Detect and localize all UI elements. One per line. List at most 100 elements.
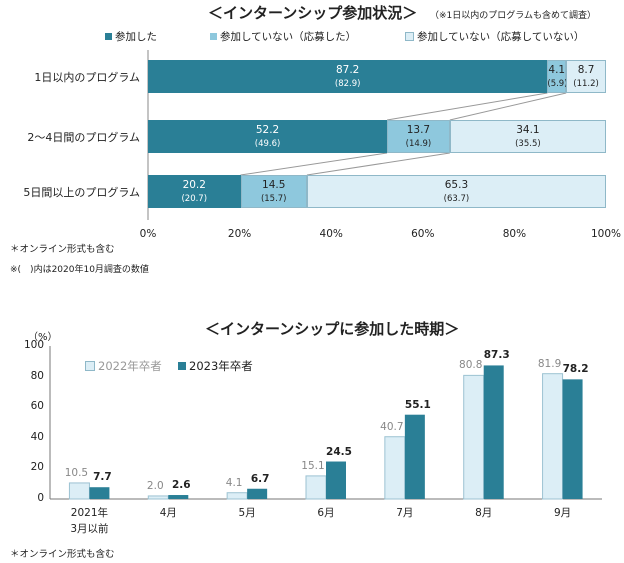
segment-value-label: 20.2	[182, 179, 206, 191]
stacked-bar-segment	[387, 120, 450, 153]
segment-previous-value-label: (15.7)	[260, 194, 287, 204]
y-axis-tick-label: 60	[30, 400, 44, 413]
bar-2022	[305, 475, 327, 500]
bottom-chart-yunit: （%）	[28, 332, 58, 343]
category-label: 5日間以上のプログラム	[23, 185, 140, 199]
x-axis-category-label: 6月	[317, 507, 335, 519]
legend-participated: 参加した	[105, 29, 157, 44]
segment-value-label: 14.5	[262, 179, 286, 191]
legend-swatch-2023	[178, 362, 186, 370]
bar-value-label-2023: 6.7	[250, 472, 270, 485]
legend-not-applied: 参加していない（応募していない）	[405, 29, 584, 44]
x-axis-category-label: 5月	[238, 507, 256, 519]
bottom-footnote-online: ＊オンライン形式も含む	[10, 549, 115, 560]
category-label: 2～4日間のプログラム	[27, 130, 140, 144]
legend-swatch-applied	[210, 33, 217, 40]
legend-label-2023: 2023年卒者	[189, 359, 253, 373]
y-axis-tick-label: 80	[30, 369, 44, 382]
legend-applied: 参加していない（応募した）	[210, 29, 356, 44]
x-axis-category-label: 9月	[553, 507, 572, 519]
legend-swatch-not-applied	[405, 32, 414, 41]
legend-2022: 2022年卒者	[85, 358, 162, 374]
x-axis-category-label: 2021年 3月以前	[70, 507, 109, 535]
segment-value-label: 87.2	[335, 64, 360, 76]
segment-previous-value-label: (49.6)	[254, 139, 281, 149]
top-footnote-online: ＊オンライン形式も含む	[10, 244, 115, 255]
segment-previous-value-label: (35.5)	[515, 139, 541, 149]
x-axis-tick-label: 0%	[139, 228, 157, 240]
segment-previous-value-label: (82.9)	[334, 79, 361, 89]
x-axis-category-label: 4月	[159, 507, 177, 519]
bar-value-label-2022: 4.1	[225, 476, 243, 489]
top-chart-connector-line	[449, 92, 567, 121]
segment-value-label: 52.2	[255, 124, 280, 136]
x-axis-tick-label: 100%	[590, 228, 622, 240]
bar-2023	[247, 488, 268, 499]
bar-value-label-2023: 24.5	[326, 445, 352, 458]
top-footnote-prev: ※( )内は2020年10月調査の数値	[10, 265, 149, 275]
bar-value-label-2023: 87.3	[483, 349, 510, 362]
bar-2022	[463, 374, 485, 500]
bar-value-label-2022: 15.1	[301, 459, 325, 472]
top-chart-connector-line	[240, 152, 388, 176]
segment-previous-value-label: (11.2)	[573, 79, 599, 89]
segment-previous-value-label: (63.7)	[443, 194, 470, 204]
segment-previous-value-label: (20.7)	[181, 194, 208, 204]
legend-swatch-participated	[105, 33, 112, 40]
stacked-bar-segment	[306, 175, 606, 208]
x-axis-tick-label: 20%	[227, 228, 252, 240]
bar-value-label-2023: 7.7	[93, 471, 112, 484]
bar-value-label-2022: 40.7	[380, 420, 404, 433]
stacked-bar-segment	[148, 120, 388, 153]
segment-value-label: 4.1	[548, 64, 566, 76]
stacked-bar-segment	[240, 175, 307, 208]
bar-2022	[68, 482, 90, 500]
y-axis-tick-label: 0	[37, 492, 44, 504]
bar-value-label-2023: 55.1	[404, 398, 431, 411]
bottom-chart-title: ＜インターンシップに参加した時期＞	[205, 320, 460, 338]
bar-2022	[542, 373, 564, 500]
bar-2022	[226, 492, 248, 500]
bar-2022	[384, 436, 406, 500]
legend-swatch-2022	[85, 361, 95, 371]
x-axis-category-label: 8月	[475, 507, 493, 519]
bar-value-label-2023: 78.2	[562, 363, 589, 376]
segment-value-label: 13.7	[406, 124, 431, 136]
y-axis-tick-label: 20	[30, 461, 44, 474]
x-axis-category-label: 7月	[396, 507, 414, 519]
top-chart-connector-line	[306, 152, 450, 176]
x-axis-tick-label: 60%	[411, 228, 435, 240]
y-axis-tick-label: 100	[23, 339, 44, 351]
legend-label-2022: 2022年卒者	[98, 359, 162, 373]
bar-value-label-2022: 81.9	[537, 357, 562, 370]
stacked-bar-segment	[449, 120, 606, 153]
legend-2023: 2023年卒者	[178, 358, 253, 374]
bar-2023	[326, 461, 346, 499]
bar-2023	[483, 365, 504, 499]
bar-2023	[168, 495, 189, 499]
x-axis-tick-label: 80%	[502, 228, 527, 240]
segment-value-label: 65.3	[444, 179, 469, 191]
bar-2023	[89, 487, 110, 499]
bar-2023	[404, 414, 425, 499]
bar-value-label-2022: 2.0	[146, 479, 164, 492]
legend-label-not-applied: 参加していない（応募していない）	[417, 31, 585, 43]
legend-label-applied: 参加していない（応募した）	[220, 31, 357, 43]
stacked-bar-segment	[148, 60, 548, 93]
stacked-bar-segment	[566, 60, 606, 93]
segment-previous-value-label: (14.9)	[405, 139, 432, 149]
top-chart-note: （※1日以内のプログラムも含めて調査）	[430, 11, 596, 21]
category-label: 1日以内のプログラム	[34, 70, 140, 84]
segment-previous-value-label: (5.9)	[547, 79, 568, 89]
stacked-bar-segment	[148, 175, 241, 208]
y-axis-tick-label: 40	[30, 430, 44, 443]
bar-value-label-2023: 2.6	[171, 479, 191, 492]
bar-value-label-2022: 10.5	[64, 466, 89, 479]
segment-value-label: 34.1	[516, 124, 540, 136]
top-chart-connector-line	[386, 92, 548, 121]
stacked-bar-segment	[547, 60, 567, 93]
legend-label-participated: 参加した	[115, 31, 157, 43]
bar-2023	[562, 379, 583, 499]
bar-value-label-2022: 80.8	[459, 359, 483, 372]
